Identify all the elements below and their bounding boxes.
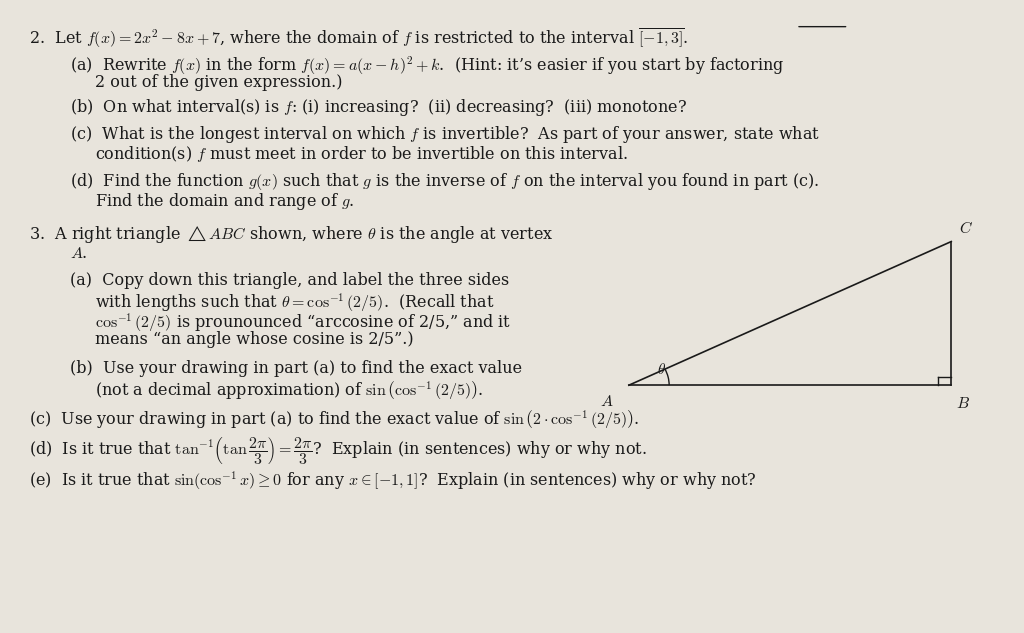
Text: with lengths such that $\theta = \cos^{-1}(2/5)$.  (Recall that: with lengths such that $\theta = \cos^{-… [95, 292, 495, 314]
Text: $A$.: $A$. [70, 245, 87, 261]
Text: 2 out of the given expression.): 2 out of the given expression.) [95, 74, 342, 91]
Text: (e)  Is it true that $\sin(\cos^{-1} x) \geq 0$ for any $x \in [-1, 1]$?  Explai: (e) Is it true that $\sin(\cos^{-1} x) \… [30, 470, 757, 492]
Text: (d)  Find the function $g(x)$ such that $g$ is the inverse of $f$ on the interva: (d) Find the function $g(x)$ such that $… [70, 171, 819, 192]
Text: (a)  Copy down this triangle, and label the three sides: (a) Copy down this triangle, and label t… [70, 272, 509, 289]
Text: (b)  Use your drawing in part (a) to find the exact value: (b) Use your drawing in part (a) to find… [70, 360, 522, 377]
Text: Find the domain and range of $g$.: Find the domain and range of $g$. [95, 191, 354, 212]
Text: $\theta$: $\theta$ [657, 362, 666, 377]
Text: $C$: $C$ [959, 220, 974, 237]
Text: (b)  On what interval(s) is $f$: (i) increasing?  (ii) decreasing?  (iii) monoto: (b) On what interval(s) is $f$: (i) incr… [70, 97, 687, 118]
Text: means “an angle whose cosine is 2/5”.): means “an angle whose cosine is 2/5”.) [95, 332, 414, 349]
Text: 2.  Let $f(x) = 2x^2 - 8x + 7$, where the domain of $f$ is restricted to the int: 2. Let $f(x) = 2x^2 - 8x + 7$, where the… [30, 26, 689, 50]
Text: $B$: $B$ [956, 394, 971, 411]
Text: (c)  What is the longest interval on which $f$ is invertible?  As part of your a: (c) What is the longest interval on whic… [70, 124, 820, 145]
Text: (c)  Use your drawing in part (a) to find the exact value of $\sin\left(2 \cdot : (c) Use your drawing in part (a) to find… [30, 409, 640, 431]
Text: condition(s) $f$ must meet in order to be invertible on this interval.: condition(s) $f$ must meet in order to b… [95, 144, 628, 164]
Text: 3.  A right triangle $\triangle ABC$ shown, where $\theta$ is the angle at verte: 3. A right triangle $\triangle ABC$ show… [30, 224, 554, 245]
Text: (not a decimal approximation) of $\sin\left(\cos^{-1}(2/5)\right)$.: (not a decimal approximation) of $\sin\l… [95, 380, 483, 403]
Text: (d)  Is it true that $\tan^{-1}\!\left(\tan\dfrac{2\pi}{3}\right) = \dfrac{2\pi}: (d) Is it true that $\tan^{-1}\!\left(\t… [30, 436, 647, 467]
Text: $\cos^{-1}(2/5)$ is prounounced “arccosine of 2/5,” and it: $\cos^{-1}(2/5)$ is prounounced “arccosi… [95, 311, 511, 334]
Text: $A$: $A$ [600, 392, 613, 410]
Text: (a)  Rewrite $f(x)$ in the form $f(x) = a(x - h)^2 + k$.  (Hint: it’s easier if : (a) Rewrite $f(x)$ in the form $f(x) = a… [70, 54, 784, 77]
